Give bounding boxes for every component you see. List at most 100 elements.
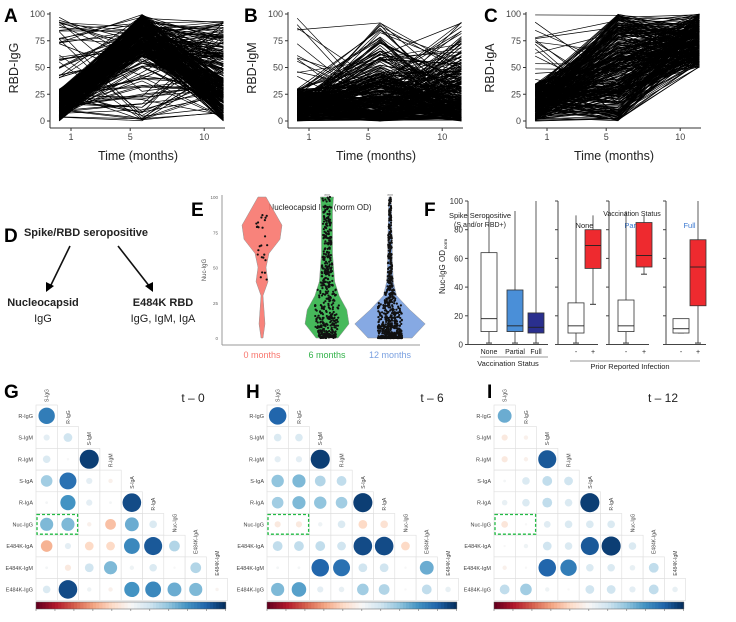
- violin-point: [326, 212, 329, 216]
- violin-point: [322, 220, 326, 223]
- correlation-circle: [523, 435, 529, 440]
- violin-point: [318, 294, 321, 297]
- colorbar-segment: [80, 602, 84, 609]
- correlation-circle: [564, 498, 573, 507]
- correlation-circle: [499, 584, 510, 595]
- row-label: R-IgM: [476, 457, 491, 463]
- correlation-circle: [123, 538, 140, 554]
- colorbar-segment: [412, 602, 416, 609]
- violin-point: [328, 296, 331, 299]
- colorbar-segment: [146, 602, 151, 609]
- trajectory-line: [297, 92, 462, 106]
- y-tick-label: 100: [450, 197, 464, 206]
- violin-point: [387, 277, 390, 280]
- correlation-circle: [648, 584, 659, 595]
- violin-point: [330, 262, 334, 265]
- colorbar-segment: [503, 602, 508, 609]
- violin-point: [331, 308, 334, 311]
- trajectory-line: [297, 69, 462, 117]
- colorbar-segment: [105, 602, 110, 609]
- arrow-left: [49, 245, 71, 288]
- violin-point: [388, 320, 392, 323]
- violin-point: [320, 284, 323, 287]
- column-label: R-IgG: [297, 410, 303, 423]
- violin-point: [316, 316, 319, 319]
- trajectory-line: [535, 25, 700, 94]
- colorbar-segment: [447, 602, 451, 609]
- colorbar-segment: [393, 602, 398, 609]
- violin-point: [389, 333, 392, 336]
- violin-point: [386, 304, 389, 307]
- significance-marker: ***: [324, 194, 330, 200]
- violin-point: [383, 309, 387, 312]
- violin-point: [324, 265, 327, 268]
- correlation-circle: [567, 588, 570, 591]
- colorbar-segment: [525, 602, 530, 609]
- correlation-circle: [42, 455, 51, 464]
- row-label: R-IgA: [477, 501, 491, 507]
- colorbar-segment: [86, 602, 91, 609]
- correlation-circle: [84, 563, 94, 573]
- violin-point: [336, 306, 339, 309]
- violin-point: [318, 296, 321, 299]
- violin-point: [392, 288, 395, 291]
- violin-point: [260, 244, 263, 247]
- colorbar-segment: [197, 602, 201, 609]
- colorbar-segment: [368, 602, 372, 609]
- colorbar-segment: [292, 602, 296, 609]
- violin-point: [393, 317, 397, 320]
- column-label: S-IgG: [276, 389, 282, 402]
- colorbar-segment: [267, 602, 271, 609]
- violin-point: [385, 329, 388, 332]
- violin-point: [329, 254, 332, 257]
- violin-point: [395, 320, 399, 323]
- correlation-circle: [404, 566, 407, 569]
- row-label: R-IgM: [249, 457, 264, 463]
- colorbar-segment: [61, 602, 65, 609]
- trajectory-line: [534, 33, 700, 116]
- violin-point: [325, 250, 329, 254]
- trajectory-line: [59, 69, 224, 122]
- colorbar-segment: [289, 602, 293, 609]
- colorbar-segment: [434, 602, 439, 609]
- violin-point: [389, 234, 393, 237]
- y-tick-label: 100: [268, 9, 283, 19]
- violin-point: [326, 269, 329, 272]
- row-label: S-IgM: [476, 436, 491, 442]
- y-tick-label: 100: [506, 9, 521, 19]
- trajectory-line: [297, 94, 462, 108]
- violin-point: [327, 232, 330, 235]
- violin-point: [319, 304, 322, 307]
- correlation-circle: [523, 457, 529, 462]
- violin-point: [333, 314, 336, 317]
- correlation-circle: [378, 584, 390, 595]
- violin-point: [328, 199, 331, 203]
- colorbar-segment: [576, 602, 580, 609]
- box-none-box: [480, 252, 498, 332]
- violin-point: [317, 329, 321, 332]
- correlation-circle: [190, 562, 202, 574]
- trajectory-line: [58, 38, 224, 120]
- violin-point: [377, 336, 380, 339]
- violin-group-label: 0 months: [243, 350, 281, 360]
- correlation-matrix-G: t – 0 R-IgG S-IgM R-IgM S-IgA R-IgA Nuc-IgG E48…: [5, 389, 228, 611]
- trajectory-line: [535, 41, 700, 112]
- trajectory-line: [59, 62, 224, 105]
- colorbar-segment: [273, 602, 277, 609]
- violin-point: [255, 222, 258, 225]
- correlation-circle: [64, 564, 72, 571]
- colorbar-segment: [102, 602, 106, 609]
- violin-point: [263, 271, 267, 274]
- violin-point: [260, 216, 263, 219]
- violin-point: [387, 223, 391, 226]
- box-full-neg-box: [672, 318, 690, 334]
- violin-point: [256, 221, 260, 224]
- violin-point: [328, 265, 331, 268]
- violin-point: [389, 328, 392, 331]
- violin-point: [398, 309, 402, 312]
- colorbar-segment: [190, 602, 195, 609]
- violin-point: [323, 247, 327, 251]
- colorbar-segment: [371, 602, 375, 609]
- colorbar-segment: [276, 602, 281, 609]
- colorbar-segment: [671, 602, 675, 609]
